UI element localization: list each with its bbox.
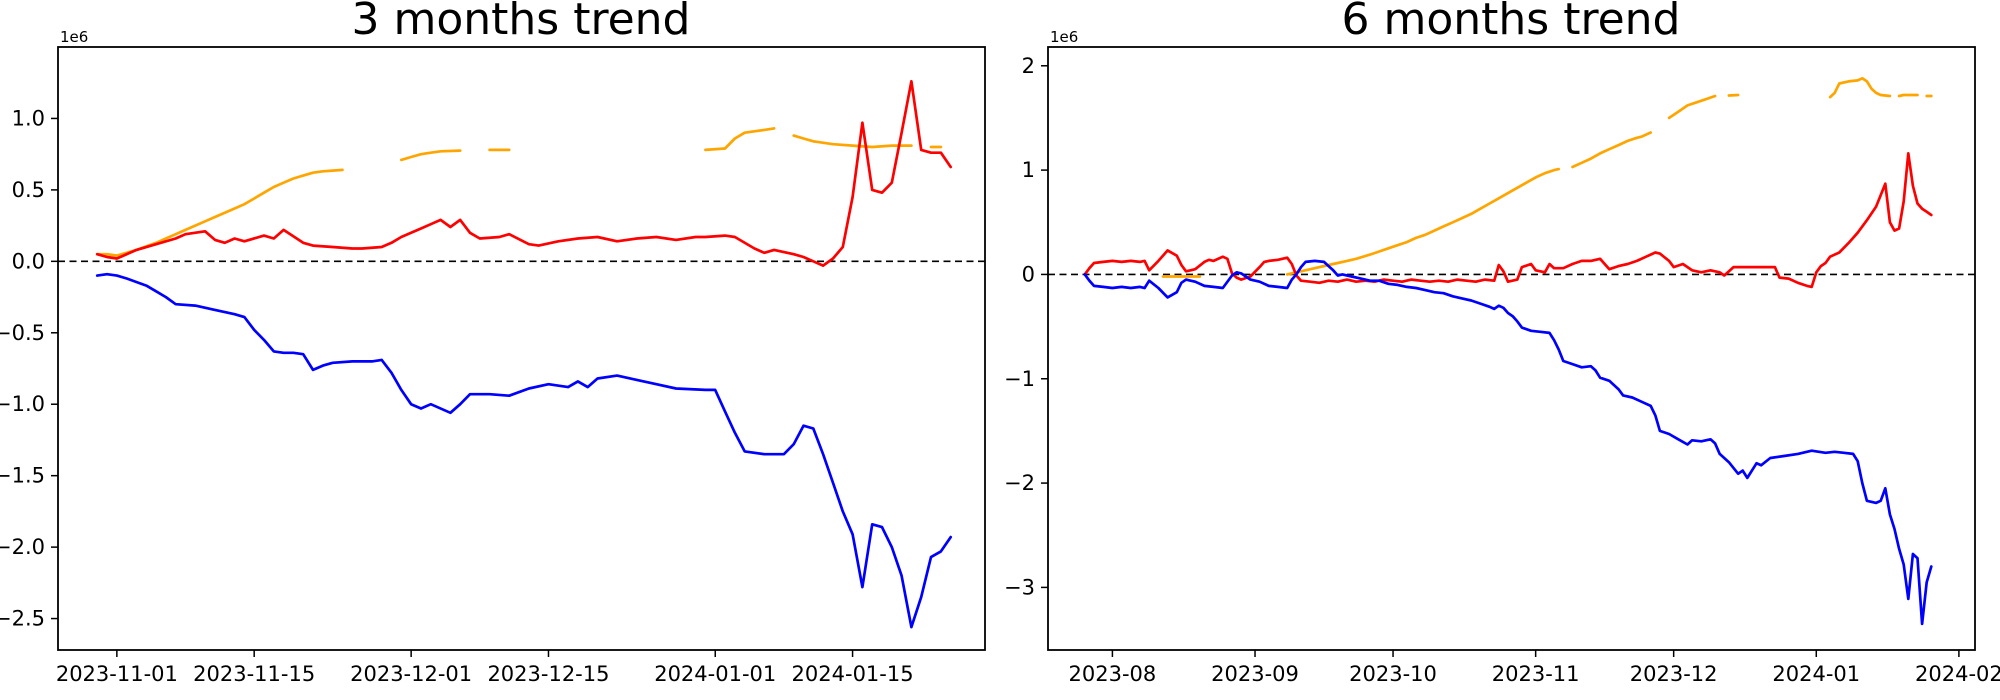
y-tick-label: −1.0 (0, 392, 45, 416)
chart-0-plot-area: 1.0 0.5 0.0 −0.5 −1.0 −1.5 −2.0 −2.5 2023-11-01 2… (0, 46, 986, 686)
y-tick-label: −1.5 (0, 464, 45, 488)
x-tick-label: 2023-12-01 (350, 662, 472, 686)
y-tick-label: 1 (1022, 158, 1035, 182)
x-tick-label: 2024-01-15 (792, 662, 914, 686)
x-tick-label: 2024-01-01 (654, 662, 776, 686)
chart-1-offset-label: 1e6 (1050, 28, 1079, 46)
orange-line (399, 149, 462, 162)
x-tick-label: 2024-02 (1915, 662, 2000, 686)
orange-line (704, 127, 776, 152)
y-tick-label: −2 (1004, 471, 1035, 495)
y-tick-label: −2.0 (0, 535, 45, 559)
x-tick-label: 2023-11 (1492, 662, 1580, 686)
plot-border (1047, 46, 1976, 651)
y-tick-label: 0.5 (12, 178, 45, 202)
x-tick-label: 2023-11-01 (56, 662, 178, 686)
y-tick-label: 2 (1022, 54, 1035, 78)
orange-line (1828, 76, 1892, 99)
chart-0-offset-label: 1e6 (60, 28, 89, 46)
orange-line (1285, 167, 1561, 276)
x-tick-label: 2024-01 (1772, 662, 1860, 686)
y-tick-label: −0.5 (0, 321, 45, 345)
x-tick-label: 2023-09 (1211, 662, 1299, 686)
red-line (95, 79, 953, 267)
x-tick-label: 2023-11-15 (193, 662, 315, 686)
orange-line (1571, 131, 1653, 169)
plot-border (57, 46, 986, 651)
chart-0-title: 3 months trend (351, 0, 691, 45)
chart-1-title: 6 months trend (1341, 0, 1681, 45)
y-tick-label: 1.0 (12, 106, 45, 130)
x-tick-label: 2023-08 (1069, 662, 1157, 686)
y-tick-label: −1 (1004, 367, 1035, 391)
x-tick-label: 2023-12-15 (487, 662, 609, 686)
orange-line (792, 134, 913, 149)
blue-line (1083, 259, 1933, 626)
y-tick-label: 0.0 (12, 249, 45, 273)
orange-line (1727, 93, 1740, 97)
x-tick-label: 2023-10 (1349, 662, 1437, 686)
y-tick-label: 0 (1022, 262, 1035, 286)
y-tick-label: −2.5 (0, 607, 45, 631)
orange-line (1667, 94, 1717, 120)
chart-1-plot-area: 2 1 0 −1 −2 −3 2023-08 2023-09 2023-10 2023-11 202… (1004, 46, 2000, 686)
red-line (1083, 152, 1933, 289)
blue-line (95, 272, 953, 629)
y-tick-label: −3 (1004, 575, 1035, 599)
x-tick-label: 2023-12 (1630, 662, 1718, 686)
orange-line (1897, 93, 1919, 98)
